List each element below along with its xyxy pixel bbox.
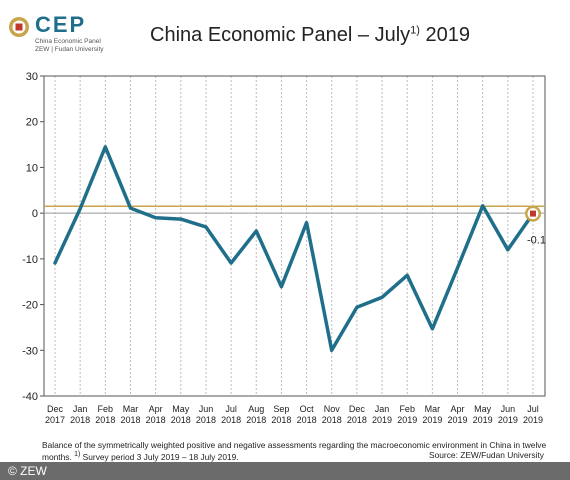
x-tick-year: 2018: [196, 415, 216, 425]
x-tick-month: Dec: [349, 404, 366, 414]
x-tick-year: 2019: [498, 415, 518, 425]
y-tick-label: 20: [26, 117, 38, 129]
x-tick-month: May: [474, 404, 492, 414]
series-line: [53, 145, 535, 353]
x-tick-year: 2018: [95, 415, 115, 425]
x-tick-month: Feb: [399, 404, 415, 414]
y-tick-label: 30: [26, 71, 38, 83]
x-tick-year: 2018: [70, 415, 90, 425]
x-tick-month: Apr: [451, 404, 465, 414]
x-tick-month: Jan: [73, 404, 88, 414]
x-tick-month: Mar: [123, 404, 139, 414]
logo-name: CEP: [35, 12, 87, 37]
last-value-label: -0.1: [527, 235, 546, 247]
x-tick-year: 2019: [523, 415, 543, 425]
x-tick-year: 2019: [372, 415, 392, 425]
y-tick-label: -10: [22, 254, 38, 266]
x-tick-year: 2018: [146, 415, 166, 425]
line-chart: 3020100-10-20-30-40Dec2017Jan2018Feb2018…: [22, 71, 546, 425]
x-tick-year: 2019: [473, 415, 493, 425]
x-tick-month: Nov: [324, 404, 341, 414]
y-tick-label: -40: [22, 391, 38, 403]
survey-period: Survey period 3 July 2019 – 18 July 2019…: [80, 451, 239, 462]
x-tick-year: 2018: [120, 415, 140, 425]
x-tick-month: Jul: [527, 404, 539, 414]
x-tick-year: 2019: [422, 415, 442, 425]
title-year: 2019: [419, 24, 470, 46]
x-tick-year: 2018: [271, 415, 291, 425]
title-footnote-marker: 1): [410, 24, 420, 37]
logo-affiliation: ZEW | Fudan University: [35, 46, 104, 53]
x-tick-year: 2019: [448, 415, 468, 425]
y-tick-label: -30: [22, 345, 38, 357]
chart-title: China Economic Panel – July1) 2019: [150, 24, 470, 47]
plot-frame: [43, 75, 546, 397]
x-tick-year: 2018: [246, 415, 266, 425]
x-tick-month: Feb: [98, 404, 114, 414]
x-tick-month: Jun: [501, 404, 516, 414]
cep-logo: CEP China Economic Panel ZEW | Fudan Uni…: [8, 12, 128, 56]
copyright-bar: © ZEW: [0, 462, 570, 480]
y-tick-label: 10: [26, 162, 38, 174]
x-tick-year: 2018: [171, 415, 191, 425]
footnote-text: Balance of the symmetrically weighted po…: [42, 440, 547, 462]
x-tick-year: 2018: [322, 415, 342, 425]
x-tick-month: Oct: [300, 404, 315, 414]
x-tick-year: 2018: [297, 415, 317, 425]
x-tick-year: 2017: [45, 415, 65, 425]
source-note: Source: ZEW/Fudan University: [429, 450, 544, 460]
x-tick-month: Jul: [225, 404, 237, 414]
logo-subtitle: China Economic Panel: [35, 38, 101, 45]
x-tick-month: Jan: [375, 404, 390, 414]
footnote: Balance of the symmetrically weighted po…: [42, 440, 547, 462]
x-tick-month: Jun: [199, 404, 214, 414]
x-tick-month: Sep: [273, 404, 289, 414]
x-tick-month: Dec: [47, 404, 64, 414]
x-tick-year: 2018: [347, 415, 367, 425]
title-main: China Economic Panel – July: [150, 24, 411, 46]
copyright-text: © ZEW: [8, 464, 47, 478]
last-point-marker-core: [530, 210, 536, 217]
footnote-marker: 1): [74, 451, 81, 458]
x-tick-year: 2019: [397, 415, 417, 425]
x-tick-month: Aug: [248, 404, 264, 414]
x-tick-month: May: [172, 404, 190, 414]
y-tick-label: -20: [22, 300, 38, 312]
cep-logo-icon: [9, 17, 29, 37]
x-tick-month: Apr: [149, 404, 163, 414]
y-tick-label: 0: [32, 208, 38, 220]
x-tick-year: 2018: [221, 415, 241, 425]
x-tick-month: Mar: [425, 404, 441, 414]
